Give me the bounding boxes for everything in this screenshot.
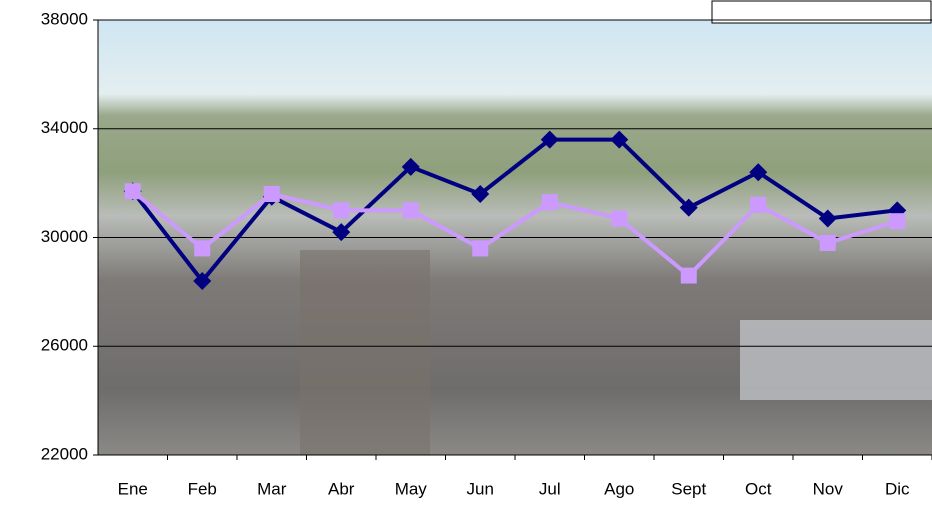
marker	[680, 267, 697, 284]
x-tick-label: Mar	[257, 479, 287, 498]
marker	[263, 186, 280, 202]
x-tick-label: Jul	[539, 479, 561, 498]
marker	[471, 185, 490, 203]
x-tick-label: May	[395, 479, 428, 498]
y-tick-label: 22000	[41, 444, 88, 463]
marker	[818, 209, 837, 228]
marker	[124, 183, 141, 200]
marker	[333, 202, 350, 219]
x-tick-label: Ene	[118, 479, 148, 498]
y-tick-label: 30000	[41, 227, 88, 246]
x-tick-label: Dic	[885, 479, 910, 498]
marker	[679, 198, 698, 217]
marker	[540, 130, 559, 149]
building	[740, 320, 932, 400]
y-tick-label: 38000	[41, 9, 88, 28]
x-tick-label: Ago	[604, 479, 634, 498]
marker	[194, 240, 211, 257]
marker	[750, 196, 767, 213]
marker	[332, 223, 351, 242]
x-tick-label: Abr	[328, 479, 355, 498]
runway	[300, 250, 430, 455]
x-tick-label: Oct	[745, 479, 772, 498]
marker	[402, 202, 419, 219]
marker	[472, 240, 489, 257]
series-line	[131, 189, 898, 278]
marker	[541, 194, 558, 211]
marker	[889, 213, 906, 230]
x-tick-label: Feb	[188, 479, 217, 498]
x-tick-label: Jun	[467, 479, 494, 498]
marker	[749, 163, 768, 182]
x-tick-label: Nov	[813, 479, 844, 498]
y-tick-label: 26000	[41, 336, 88, 355]
x-tick-label: Sept	[671, 479, 706, 498]
y-tick-label: 34000	[41, 118, 88, 137]
marker	[610, 130, 629, 149]
marker	[819, 234, 836, 251]
legend-box	[711, 0, 932, 24]
marker	[611, 210, 628, 227]
marker	[193, 272, 212, 290]
marker	[401, 157, 420, 176]
series-line	[131, 137, 898, 283]
